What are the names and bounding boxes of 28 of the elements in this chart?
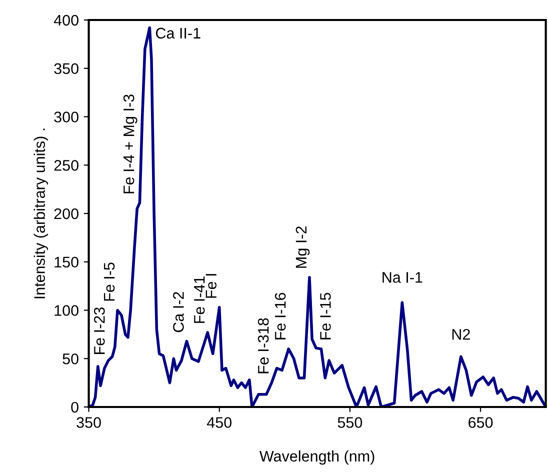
annotation: Fe I-318 [258, 318, 269, 374]
annotation: Fe I-4 + Mg I-3 [123, 94, 138, 194]
y-axis-title: Intensity (arbitrary units) . [34, 128, 48, 298]
annotation: Fe I-23 [94, 308, 105, 354]
x-tick-label: 550 [338, 417, 362, 428]
annotation: Fe I-41 [194, 276, 205, 323]
y-tick-label: 0 [71, 402, 78, 413]
y-tick-label: 250 [54, 160, 78, 171]
y-tick-label: 200 [54, 208, 78, 220]
annotation: Fe I [206, 274, 217, 298]
annotation: Ca I-2 [173, 292, 184, 332]
annotation: Ca II-1 [156, 28, 200, 39]
annotation: Fe I-16 [274, 292, 286, 340]
y-tick-label: 150 [54, 256, 78, 268]
x-tick-label: 350 [76, 417, 101, 428]
x-tick-label: 450 [206, 417, 232, 428]
annotation: N2 [452, 328, 470, 340]
y-tick-label: 350 [54, 63, 78, 74]
x-axis-title: Wavelength (nm) [259, 450, 374, 465]
annotation: Fe I-15 [320, 292, 331, 340]
y-tick-label: 100 [54, 305, 78, 316]
annotation: Mg I-2 [296, 226, 310, 268]
annotation: Na I-1 [382, 272, 422, 283]
annotation: Fe I-5 [104, 262, 115, 301]
y-tick-label: 300 [54, 112, 78, 122]
x-tick-label: 650 [468, 417, 493, 428]
y-tick-label: 50 [62, 353, 78, 364]
y-tick-label: 400 [54, 14, 78, 26]
